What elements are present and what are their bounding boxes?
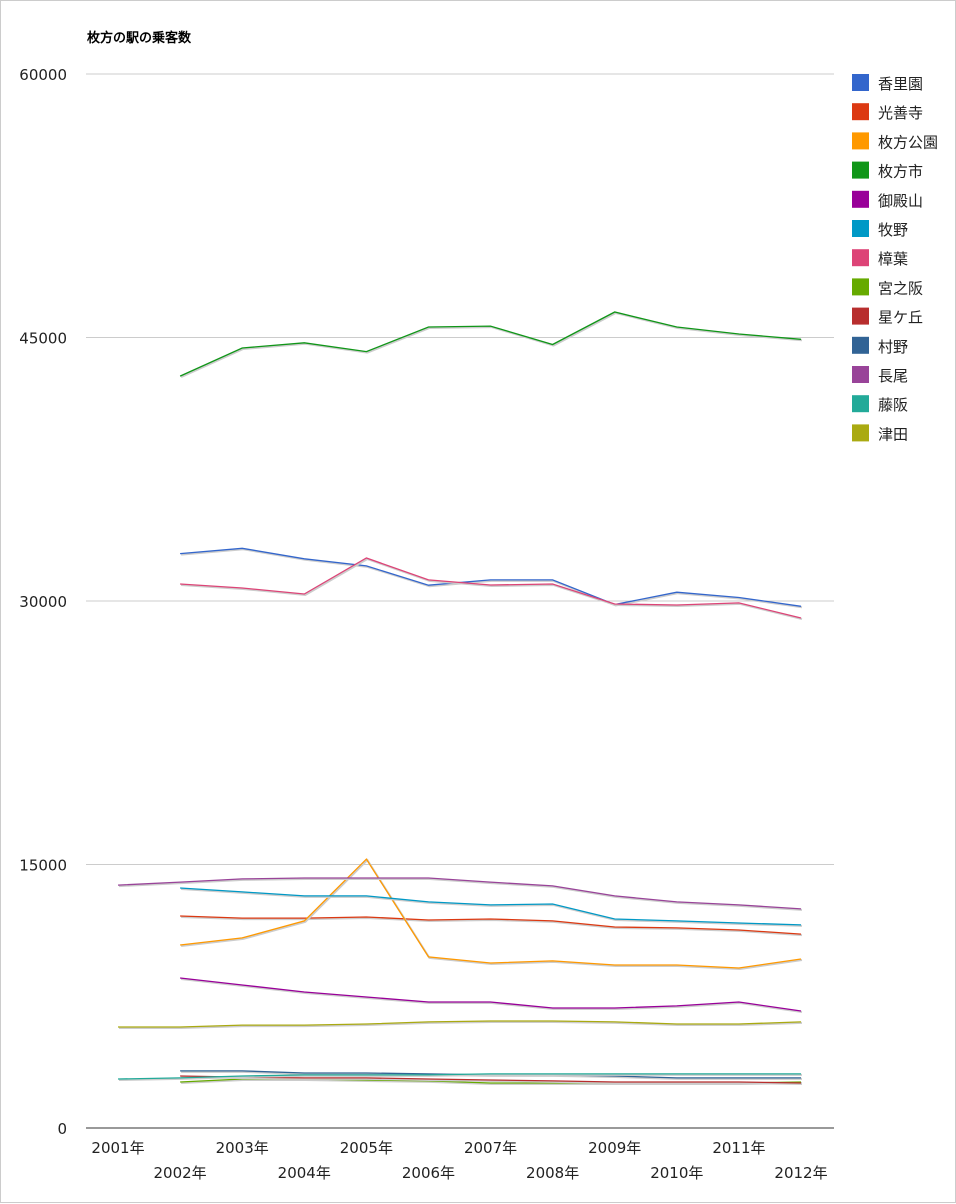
legend-swatch xyxy=(852,424,869,442)
series-line-shadow xyxy=(118,1073,802,1081)
legend-swatch xyxy=(852,161,869,179)
series-line-shadow xyxy=(181,1076,803,1085)
x-tick-label: 2003年 xyxy=(216,1139,269,1157)
legend-item[interactable]: 星ケ丘 xyxy=(852,307,923,327)
series-line-shadow xyxy=(180,311,803,379)
legend-swatch xyxy=(852,307,869,325)
legend-swatch xyxy=(852,249,869,267)
series-line xyxy=(180,915,802,935)
legend-swatch xyxy=(852,103,869,121)
legend-item[interactable]: 村野 xyxy=(852,336,908,356)
legend-item[interactable]: 津田 xyxy=(852,424,908,443)
series-line xyxy=(117,877,802,910)
legend-label: 星ケ丘 xyxy=(878,309,923,327)
legend-label: 長尾 xyxy=(878,367,908,385)
series-11 xyxy=(117,1073,802,1081)
series-line-shadow xyxy=(180,978,803,1013)
legend-label: 津田 xyxy=(878,425,908,443)
legend-label: 光善寺 xyxy=(878,104,923,122)
legend-label: 宮之阪 xyxy=(878,279,923,297)
series-line-shadow xyxy=(119,1021,803,1029)
legend-swatch xyxy=(852,278,869,296)
legend-swatch xyxy=(852,366,869,383)
x-tick-label: 2005年 xyxy=(340,1139,393,1157)
x-tick-label: 2002年 xyxy=(153,1164,206,1182)
x-tick-label: 2012年 xyxy=(774,1164,827,1182)
series-5 xyxy=(180,887,803,927)
x-tick-label: 2007年 xyxy=(464,1139,517,1157)
legend-label: 香里園 xyxy=(878,75,923,93)
series-line xyxy=(180,977,802,1012)
series-line-shadow xyxy=(181,548,803,609)
series-line xyxy=(179,311,802,377)
legend-label: 枚方公園 xyxy=(878,133,938,151)
legend-label: 藤阪 xyxy=(878,396,908,414)
legend-swatch xyxy=(852,336,869,354)
x-tick-label: 2008年 xyxy=(526,1164,579,1182)
x-tick-label: 2006年 xyxy=(402,1164,455,1182)
series-8 xyxy=(180,1075,803,1085)
x-tick-label: 2004年 xyxy=(278,1164,331,1182)
x-tick-label: 2011年 xyxy=(712,1139,765,1157)
series-6 xyxy=(180,557,803,620)
legend-item[interactable]: 御殿山 xyxy=(852,190,923,210)
legend-item[interactable]: 光善寺 xyxy=(852,103,923,122)
series-line xyxy=(118,1020,802,1028)
legend-item[interactable]: 宮之阪 xyxy=(852,278,923,297)
legend-item[interactable]: 樟葉 xyxy=(852,249,908,268)
series-0 xyxy=(180,547,803,609)
legend-label: 村野 xyxy=(878,338,908,356)
series-line xyxy=(180,1075,802,1084)
legend-item[interactable]: 香里園 xyxy=(852,74,923,93)
chart-title: 枚方の駅の乗客数 xyxy=(87,30,192,46)
legend-swatch xyxy=(852,190,869,208)
y-tick-label: 60000 xyxy=(19,66,67,84)
series-line xyxy=(180,858,802,969)
y-tick-label: 30000 xyxy=(19,593,67,611)
series-line-shadow xyxy=(181,888,803,927)
series-line-shadow xyxy=(180,858,803,971)
legend-label: 牧野 xyxy=(878,221,908,239)
series-line xyxy=(180,547,802,607)
y-tick-label: 45000 xyxy=(19,330,67,348)
y-tick-label: 15000 xyxy=(19,857,67,875)
legend-item[interactable]: 枚方市 xyxy=(852,161,923,181)
series-line xyxy=(180,557,802,619)
series-2 xyxy=(180,858,803,971)
series-line-shadow xyxy=(181,916,803,937)
series-line-shadow xyxy=(118,878,803,911)
series-3 xyxy=(179,311,803,379)
series-12 xyxy=(118,1020,803,1029)
legend-label: 御殿山 xyxy=(878,192,923,210)
legend-item[interactable]: 枚方公園 xyxy=(852,132,938,151)
series-1 xyxy=(180,915,803,937)
legend-item[interactable]: 長尾 xyxy=(852,366,908,385)
series-line-shadow xyxy=(181,557,803,620)
x-tick-label: 2001年 xyxy=(91,1139,144,1157)
legend-item[interactable]: 藤阪 xyxy=(852,395,908,414)
legend-swatch xyxy=(852,220,869,237)
legend-swatch xyxy=(852,74,869,91)
legend-swatch xyxy=(852,132,869,150)
legend-swatch xyxy=(852,395,869,413)
legend-label: 枚方市 xyxy=(878,163,923,181)
x-tick-label: 2009年 xyxy=(588,1139,641,1157)
legend-item[interactable]: 牧野 xyxy=(852,220,908,239)
series-line xyxy=(180,887,802,926)
legend-label: 樟葉 xyxy=(878,250,908,268)
x-tick-label: 2010年 xyxy=(650,1164,703,1182)
series-4 xyxy=(180,977,803,1013)
series-10 xyxy=(117,877,803,911)
series-line xyxy=(117,1073,801,1080)
y-tick-label: 0 xyxy=(57,1120,67,1138)
